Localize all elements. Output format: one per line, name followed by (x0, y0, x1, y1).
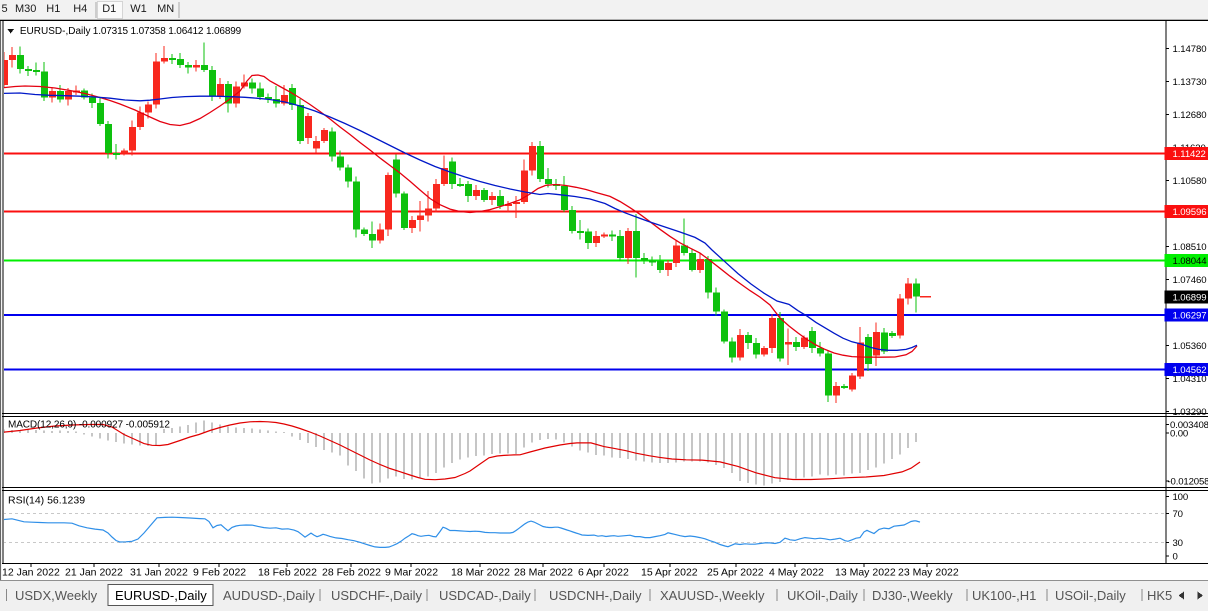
svg-text:28 Mar 2022: 28 Mar 2022 (514, 567, 573, 579)
svg-text:H1: H1 (46, 3, 60, 15)
svg-text:1.10580: 1.10580 (1173, 176, 1207, 187)
svg-text:1.14780: 1.14780 (1173, 44, 1207, 55)
svg-text:0.003408: 0.003408 (1170, 420, 1208, 431)
svg-text:UK100-,H1: UK100-,H1 (972, 588, 1036, 603)
svg-text:21 Jan 2022: 21 Jan 2022 (65, 567, 123, 579)
svg-text:100: 100 (1173, 492, 1189, 503)
svg-text:9 Feb 2022: 9 Feb 2022 (193, 567, 246, 579)
svg-text:M30: M30 (15, 3, 36, 15)
svg-text:H4: H4 (73, 3, 87, 15)
svg-text:USOil-,Daily: USOil-,Daily (1055, 588, 1126, 603)
svg-text:28 Feb 2022: 28 Feb 2022 (322, 567, 381, 579)
svg-text:1.04562: 1.04562 (1173, 365, 1207, 376)
svg-text:23 May 2022: 23 May 2022 (898, 567, 959, 579)
svg-text:XAUUSD-,Weekly: XAUUSD-,Weekly (660, 588, 765, 603)
svg-text:1.06899: 1.06899 (1173, 293, 1207, 304)
svg-text:1.09596: 1.09596 (1173, 207, 1207, 218)
svg-text:4 May 2022: 4 May 2022 (769, 567, 824, 579)
svg-text:1.13730: 1.13730 (1173, 77, 1207, 88)
svg-text:13 May 2022: 13 May 2022 (835, 567, 896, 579)
svg-text:USDCAD-,Daily: USDCAD-,Daily (439, 588, 531, 603)
svg-text:UKOil-,Daily: UKOil-,Daily (787, 588, 858, 603)
svg-text:12 Jan 2022: 12 Jan 2022 (2, 567, 60, 579)
svg-text:HK5: HK5 (1147, 588, 1172, 603)
svg-text:1.07460: 1.07460 (1173, 275, 1207, 286)
svg-text:EURUSD-,Daily: EURUSD-,Daily (115, 588, 207, 603)
svg-text:1.11422: 1.11422 (1173, 149, 1206, 160)
svg-text:1.05360: 1.05360 (1173, 341, 1207, 352)
svg-text:EURUSD-,Daily: EURUSD-,Daily (20, 26, 91, 37)
svg-text:18 Mar 2022: 18 Mar 2022 (451, 567, 510, 579)
svg-text:RSI(14) 56.1239: RSI(14) 56.1239 (8, 495, 85, 507)
svg-text:31 Jan 2022: 31 Jan 2022 (130, 567, 188, 579)
svg-text:70: 70 (1173, 509, 1183, 520)
svg-text:MACD(12,26,9) -0.000927 -0.005: MACD(12,26,9) -0.000927 -0.005912 (8, 420, 170, 431)
svg-text:25 Apr 2022: 25 Apr 2022 (707, 567, 764, 579)
svg-text:DJ30-,Weekly: DJ30-,Weekly (872, 588, 953, 603)
svg-text:W1: W1 (130, 3, 147, 15)
svg-text:1.08510: 1.08510 (1173, 242, 1207, 253)
svg-text:1.04310: 1.04310 (1173, 374, 1207, 385)
svg-text:1.06297: 1.06297 (1173, 311, 1207, 322)
svg-text:18 Feb 2022: 18 Feb 2022 (258, 567, 317, 579)
svg-text:1.07315 1.07358 1.06412 1.0689: 1.07315 1.07358 1.06412 1.06899 (93, 26, 242, 37)
svg-text:9 Mar 2022: 9 Mar 2022 (385, 567, 438, 579)
svg-text:USDCNH-,Daily: USDCNH-,Daily (549, 588, 642, 603)
svg-text:5: 5 (2, 3, 8, 15)
svg-text:USDX,Weekly: USDX,Weekly (15, 588, 98, 603)
svg-text:-0.012058: -0.012058 (1168, 476, 1208, 487)
svg-text:0.00: 0.00 (1170, 429, 1188, 440)
svg-text:1.08044: 1.08044 (1173, 256, 1208, 267)
svg-text:6 Apr 2022: 6 Apr 2022 (578, 567, 629, 579)
svg-text:D1: D1 (102, 3, 116, 15)
svg-text:MN: MN (157, 3, 174, 15)
svg-text:0: 0 (1173, 552, 1178, 563)
svg-text:1.03290: 1.03290 (1173, 407, 1207, 418)
svg-text:15 Apr 2022: 15 Apr 2022 (641, 567, 698, 579)
svg-text:1.12680: 1.12680 (1173, 110, 1207, 121)
svg-text:AUDUSD-,Daily: AUDUSD-,Daily (223, 588, 315, 603)
svg-text:USDCHF-,Daily: USDCHF-,Daily (331, 588, 423, 603)
svg-text:30: 30 (1173, 538, 1183, 549)
